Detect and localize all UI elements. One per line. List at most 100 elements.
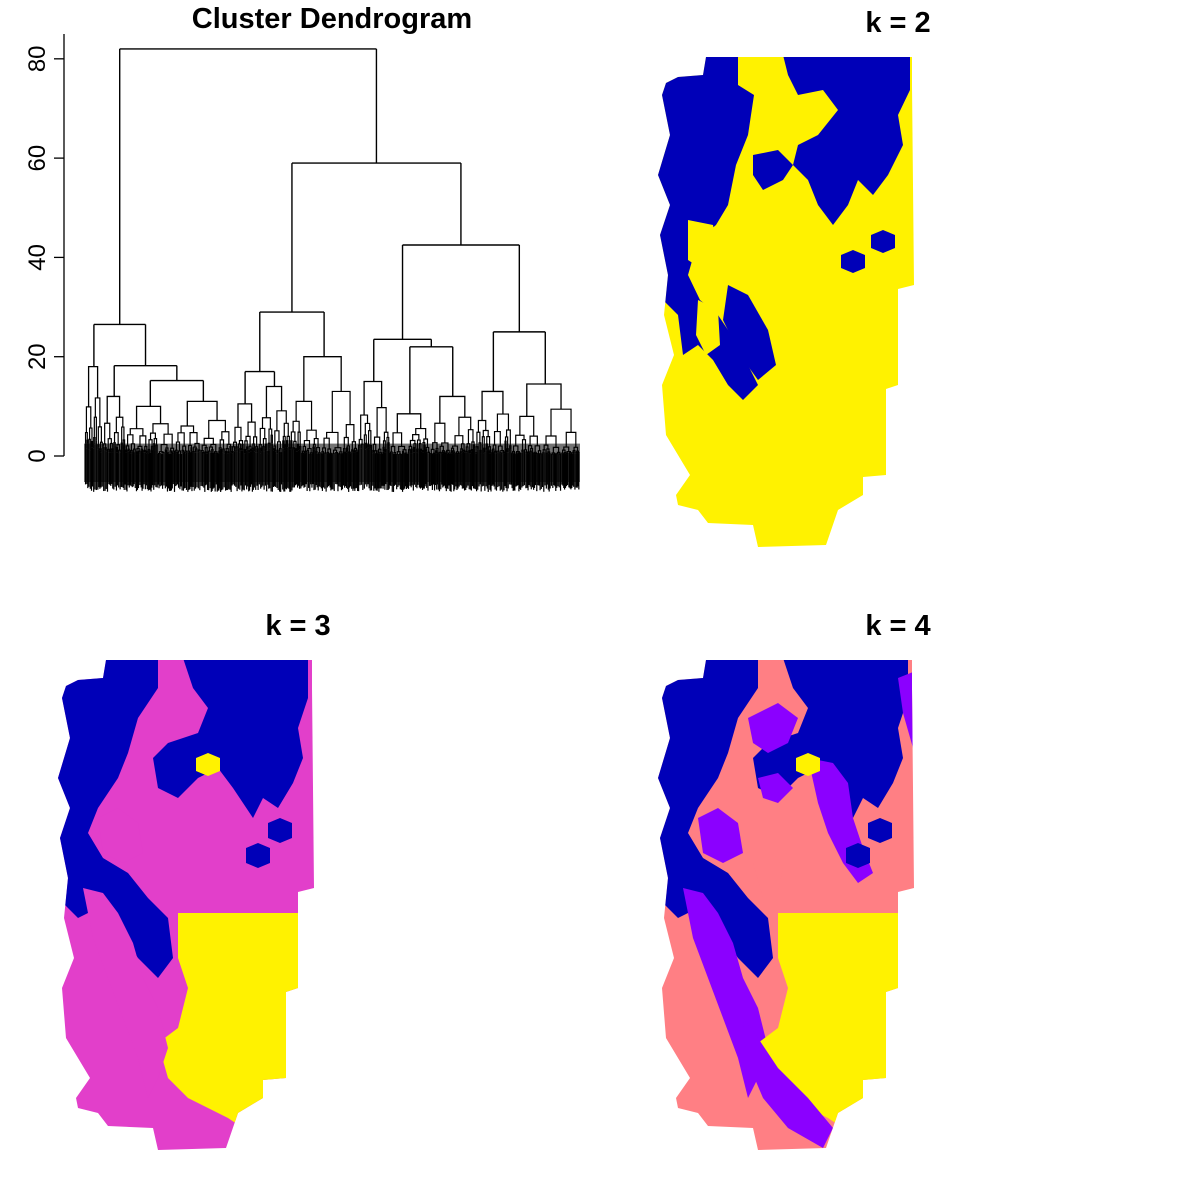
dendrogram-link <box>259 427 266 445</box>
dendrogram-link <box>467 429 474 444</box>
dendrogram-link <box>130 443 136 451</box>
dendrogram-link <box>149 432 156 440</box>
dendrogram-link <box>175 449 178 453</box>
cluster-region-blue-east <box>988 260 1078 445</box>
dendrogram-link <box>121 426 125 444</box>
dendrogram-link <box>208 419 226 439</box>
dendrogram-link <box>122 439 126 446</box>
dendrogram-link <box>194 448 198 453</box>
dendrogram-link <box>377 450 380 454</box>
dendrogram-link <box>527 451 530 455</box>
dendrogram-link <box>158 451 164 454</box>
dendrogram-link <box>206 451 209 454</box>
dendrogram-link <box>462 449 466 453</box>
cluster-region-purple-north <box>898 668 914 868</box>
dendrogram-link <box>369 444 373 452</box>
dendrogram-link <box>172 450 176 454</box>
dendrogram-link <box>88 438 91 451</box>
dendrogram-link <box>466 443 471 451</box>
dendrogram-link <box>309 452 313 455</box>
dendrogram-link <box>355 449 358 453</box>
dendrogram-link <box>564 451 567 455</box>
dendrogram-panel: Cluster Dendrogram 0 20 40 60 80 <box>24 3 580 492</box>
dendrogram-link <box>295 400 313 431</box>
dendrogram-link <box>87 365 99 407</box>
dendrogram-link <box>244 440 248 450</box>
dendrogram-link <box>349 452 352 455</box>
dendrogram-link <box>441 450 445 453</box>
dendrogram-link <box>265 385 283 418</box>
dendrogram-link <box>365 442 368 450</box>
dendrogram-link <box>106 448 110 454</box>
cluster-region-blue-north <box>783 57 910 225</box>
dendrogram-link <box>358 444 361 450</box>
map-k3 <box>58 660 408 1150</box>
dendrogram-link <box>126 434 134 446</box>
dendrogram-link <box>550 408 572 437</box>
dendrogram-link <box>335 451 339 455</box>
dendrogram-link <box>525 451 528 455</box>
dendrogram-link <box>235 446 238 452</box>
dendrogram-link <box>182 445 187 452</box>
cluster-region-blue-central <box>320 868 408 913</box>
dendrogram-link <box>248 450 251 453</box>
dendrogram-link <box>526 383 562 417</box>
dendrogram-link <box>253 436 258 447</box>
dendrogram-link <box>382 440 386 450</box>
dendrogram-link <box>324 452 327 455</box>
dendrogram-link <box>342 448 346 453</box>
map-title-k3: k = 3 <box>265 610 330 642</box>
dendrogram-link <box>512 445 519 452</box>
dendrogram-link <box>125 449 128 453</box>
dendrogram-link <box>229 446 232 453</box>
dendrogram-link <box>568 452 572 455</box>
dendrogram-link <box>312 443 316 448</box>
dendrogram-link <box>153 443 156 451</box>
cluster-region-yellow-south <box>158 888 314 1150</box>
dendrogram-links <box>93 48 546 414</box>
dendrogram-link <box>204 447 208 453</box>
dendrogram-link <box>423 444 426 452</box>
dendrogram-link <box>139 435 147 447</box>
dendrogram-link <box>264 443 268 451</box>
dendrogram-link <box>171 452 174 455</box>
dendrogram-link <box>387 442 390 450</box>
dendrogram-link <box>155 444 158 451</box>
dendrogram-link <box>465 450 468 453</box>
cluster-region-blue-north <box>753 660 908 818</box>
dendrogram-link <box>363 380 383 416</box>
dendrogram-link <box>519 415 535 437</box>
dendrogram-link <box>94 397 101 427</box>
dendrogram-link <box>183 452 186 455</box>
map-k4 <box>658 660 914 1150</box>
dendrogram-link <box>237 403 253 428</box>
dendrogram-link <box>565 452 569 455</box>
map-k2 <box>658 57 1078 547</box>
dendrogram-link <box>475 452 478 454</box>
dendrogram-link <box>177 432 185 447</box>
dendrogram-link <box>293 440 297 449</box>
dendrogram-link <box>280 452 283 455</box>
dendrogram-link <box>334 447 342 452</box>
dendrogram-link <box>373 436 381 450</box>
cluster-region-pink-mid <box>753 853 783 898</box>
dendrogram-link <box>425 446 430 453</box>
cluster-region-blue-north <box>153 660 308 818</box>
dendrogram-link <box>409 439 416 447</box>
dendrogram-link <box>170 447 175 452</box>
dendrogram-link <box>104 422 111 444</box>
dendrogram-link <box>443 452 447 455</box>
dendrogram-link <box>218 447 222 452</box>
dendrogram-link <box>106 395 121 424</box>
cluster-region-blue-valley <box>723 285 776 380</box>
dendrogram-link <box>499 452 502 455</box>
dendrogram-link <box>225 448 229 452</box>
dendrogram-link <box>475 446 479 453</box>
dendrogram-link <box>517 452 521 454</box>
dendrogram-link <box>215 452 219 455</box>
dendrogram-link <box>367 430 372 446</box>
dendrogram-link <box>315 451 318 454</box>
dendrogram-link <box>99 441 103 450</box>
dendrogram-link <box>377 448 382 453</box>
dendrogram-link <box>487 450 490 454</box>
